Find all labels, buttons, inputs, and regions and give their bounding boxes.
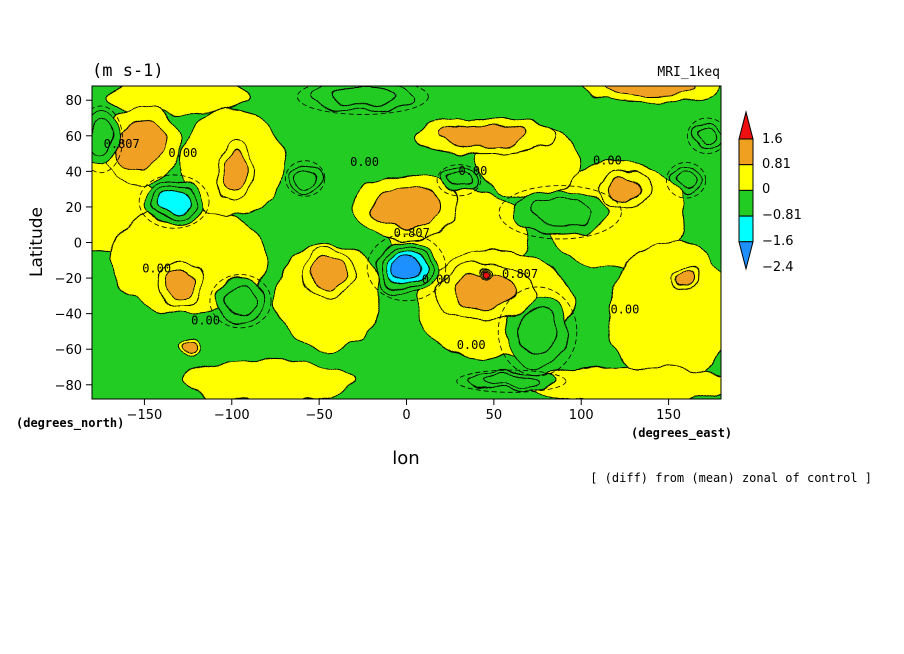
anomaly-field bbox=[92, 86, 721, 399]
y-tick-label: −20 bbox=[55, 272, 82, 287]
contour-label: 0.00 bbox=[142, 262, 171, 276]
colorbar-label: −0.81 bbox=[762, 208, 802, 223]
anomaly-blob bbox=[328, 86, 398, 107]
anomaly-blob bbox=[437, 123, 530, 148]
colorbar-label: −2.4 bbox=[762, 260, 794, 275]
colorbar-label: 0.81 bbox=[762, 157, 791, 172]
y-tick-label: −40 bbox=[55, 308, 82, 323]
anomaly-blob bbox=[675, 170, 697, 191]
negative-contour bbox=[498, 185, 622, 240]
anomaly-blob bbox=[182, 341, 198, 354]
y-tick-label: 40 bbox=[65, 165, 82, 180]
plot-area: 0.00 0.00 0.00 0.00 0.807 0.00 0.00 0.807 0.00 0.… bbox=[91, 85, 722, 400]
model-label: MRI_1keq bbox=[657, 65, 720, 80]
anomaly-blob bbox=[527, 197, 593, 227]
negative-contour bbox=[366, 233, 447, 302]
anomaly-blob bbox=[696, 126, 718, 146]
y-axis: 80 60 40 20 0 −20 −40 −60 −80 bbox=[55, 94, 92, 394]
anomaly-blob bbox=[294, 168, 316, 189]
colorbar-swatch bbox=[738, 164, 754, 191]
anomaly-blob bbox=[311, 254, 345, 291]
contour-label: 0.807 bbox=[104, 137, 140, 151]
anomaly-blob bbox=[371, 185, 442, 229]
negative-contour bbox=[296, 86, 429, 115]
colorbar-label: −1.6 bbox=[762, 234, 794, 249]
y-tick-label: 0 bbox=[74, 237, 82, 252]
field-patch bbox=[178, 359, 355, 399]
negative-contours bbox=[92, 86, 721, 393]
anomaly-blob bbox=[516, 307, 559, 356]
negative-contour bbox=[686, 117, 721, 154]
caption: [ (diff) from (mean) zonal of control ] bbox=[590, 471, 872, 485]
x-tick-label: −150 bbox=[127, 408, 163, 423]
negative-contour bbox=[285, 160, 326, 197]
y-tick-label: −80 bbox=[55, 379, 82, 394]
contour-label: 0.807 bbox=[502, 267, 538, 281]
contour-label: 0.00 bbox=[350, 155, 379, 169]
anomaly-blob bbox=[222, 152, 249, 191]
x-tick-label: 150 bbox=[656, 408, 681, 423]
anomaly-blob bbox=[677, 270, 695, 286]
anomaly-blob bbox=[391, 254, 422, 281]
negative-contour bbox=[456, 369, 567, 393]
x-tick-label: 0 bbox=[402, 408, 410, 423]
colorbar-label: 1.6 bbox=[762, 132, 783, 147]
colorbar-swatch bbox=[738, 189, 754, 217]
x-axis: −150 −100 −50 0 50 100 150 bbox=[127, 399, 681, 423]
units-label: (m s-1) bbox=[92, 61, 164, 81]
y-tick-label: 80 bbox=[65, 94, 82, 109]
negative-contour bbox=[209, 274, 272, 329]
x-tick-label: 50 bbox=[486, 408, 503, 423]
contour-label: 0.00 bbox=[168, 146, 197, 160]
negative-contour bbox=[92, 105, 123, 174]
x-tick-label: −50 bbox=[305, 408, 332, 423]
colorbar-bottom-arrow bbox=[738, 241, 754, 271]
y-tick-label: 60 bbox=[65, 130, 82, 145]
negative-contour bbox=[665, 162, 707, 199]
colorbar: 1.6 0.81 0 −0.81 −1.6 −2.4 bbox=[738, 110, 802, 275]
y-tick-label: −60 bbox=[55, 343, 82, 358]
anomaly-blob bbox=[482, 374, 541, 388]
y-units-label: (degrees_north) bbox=[16, 416, 124, 431]
contour-label: 0.00 bbox=[191, 313, 220, 327]
contour-labels: 0.00 0.00 0.00 0.00 0.807 0.00 0.00 0.807 0.00 0.… bbox=[104, 137, 640, 352]
contour-label: 0.807 bbox=[394, 226, 430, 240]
x-tick-label: 100 bbox=[569, 408, 594, 423]
contour-label: 0.00 bbox=[593, 153, 622, 167]
anomaly-blob bbox=[607, 177, 643, 202]
anomaly-blob bbox=[447, 171, 471, 189]
negative-contour bbox=[497, 286, 578, 377]
colorbar-swatch bbox=[738, 138, 754, 166]
contour-label: 0.00 bbox=[610, 303, 639, 317]
anomaly-blob bbox=[92, 121, 113, 158]
colorbar-top-arrow bbox=[738, 110, 754, 140]
contour-label: 0.00 bbox=[422, 272, 451, 286]
y-tick-label: 20 bbox=[65, 201, 82, 216]
negative-contour bbox=[138, 174, 210, 229]
x-axis-title: lon bbox=[392, 448, 419, 469]
anomaly-blob bbox=[158, 189, 190, 214]
x-units-label: (degrees_east) bbox=[631, 426, 732, 441]
anomaly-blob bbox=[224, 286, 257, 316]
anomaly-blob bbox=[480, 269, 490, 277]
field-patch bbox=[528, 366, 721, 399]
x-tick-label: −100 bbox=[214, 408, 250, 423]
contour-label: 0.00 bbox=[458, 164, 487, 178]
negative-contour bbox=[436, 164, 482, 197]
contour-label: 0.00 bbox=[457, 338, 486, 352]
colorbar-label: 0 bbox=[762, 182, 770, 197]
colorbar-swatch bbox=[738, 215, 754, 243]
anomaly-blob bbox=[164, 267, 195, 299]
y-axis-title: Latitude bbox=[27, 207, 47, 277]
anomaly-blob bbox=[605, 86, 698, 99]
